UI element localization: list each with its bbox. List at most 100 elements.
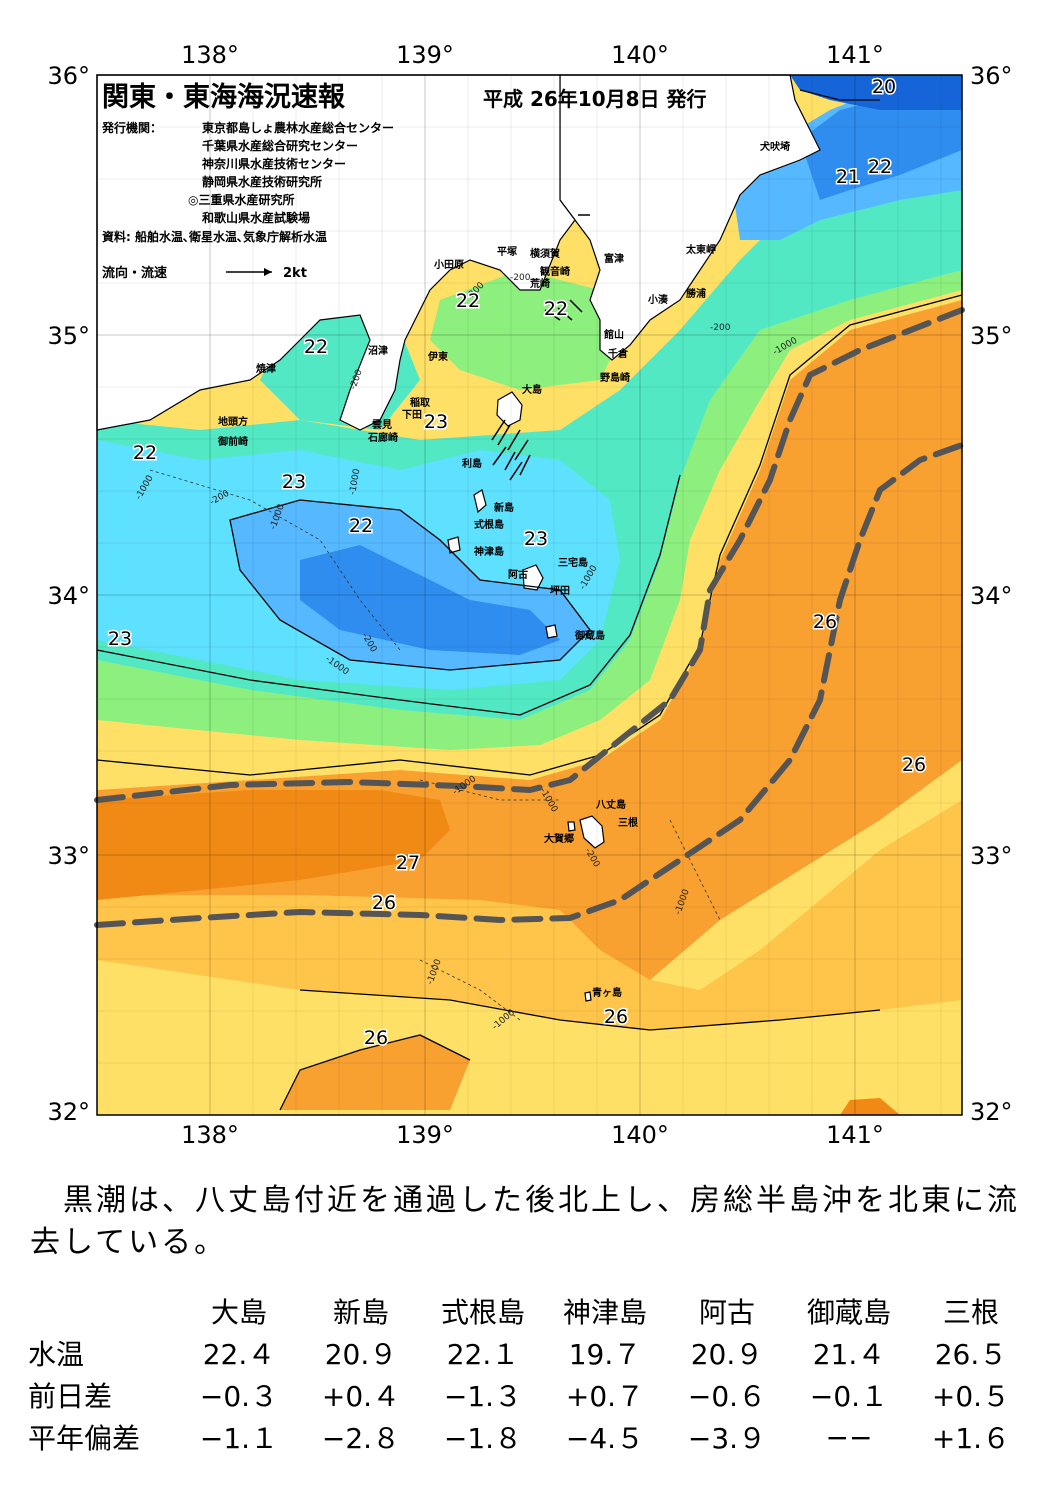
- place-label: 小田原: [433, 258, 464, 271]
- lon-tick-138-bottom: 138°: [181, 1121, 239, 1149]
- place-label: 地頭方: [218, 415, 248, 428]
- table-cell: 26.５: [934, 1338, 1008, 1371]
- column-header: 阿古: [698, 1296, 755, 1329]
- issuer-list: 東京都島しょ農林水産総合センター 千葉県水産総合研究センター 神奈川県水産技術セ…: [188, 120, 394, 225]
- kuroshio-axis: [94, 307, 965, 928]
- place-label: 坪田: [550, 584, 570, 597]
- place-label: 三宅島: [558, 556, 588, 569]
- table-row: 水温 22.４ 20.９ 22.１ 19.７ 20.９ 21.４ 26.５: [28, 1332, 1032, 1374]
- lon-tick-139-top: 139°: [396, 41, 454, 69]
- table-cell: −1.８: [443, 1422, 523, 1455]
- lon-tick-140-bottom: 140°: [611, 1121, 669, 1149]
- legend-speed: 2kt: [283, 266, 307, 281]
- place-label: 勝浦: [686, 287, 706, 300]
- row-label: 前日差: [28, 1380, 113, 1413]
- place-label: 横須賀: [530, 247, 560, 260]
- temp-label: 23: [282, 471, 306, 493]
- lat-labels-right: 36° 35° 34° 33° 32°: [970, 62, 1013, 1126]
- temp-label: 22: [456, 290, 480, 312]
- table-cell: −4.５: [565, 1422, 645, 1455]
- temp-label: 26: [372, 892, 396, 914]
- table-cell: −0.３: [199, 1380, 279, 1413]
- lon-tick-141-bottom: 141°: [826, 1121, 884, 1149]
- lon-labels-bottom: 138° 139° 140° 141°: [181, 1121, 884, 1149]
- place-label: 小湊: [647, 293, 669, 306]
- depth-label: -200: [510, 273, 531, 283]
- lat-tick-35-right: 35°: [970, 322, 1013, 350]
- map-frame: [96, 74, 963, 1116]
- temp-label: 22: [133, 442, 157, 464]
- temp-label: 20: [872, 76, 896, 98]
- lon-tick-140-top: 140°: [611, 41, 669, 69]
- temp-label: 27: [396, 852, 420, 874]
- place-label: 館山: [603, 328, 624, 341]
- column-header: 新島: [332, 1296, 389, 1329]
- temp-label: 26: [364, 1027, 388, 1049]
- issuer-item: 東京都島しょ農林水産総合センター: [202, 120, 394, 135]
- issuer-item: 和歌山県水産試験場: [201, 210, 310, 225]
- column-header: 神津島: [562, 1296, 647, 1329]
- table-cell: 21.４: [812, 1338, 886, 1371]
- table-cell: −0.１: [809, 1380, 889, 1413]
- issuer-label: 発行機関：: [101, 120, 162, 135]
- current-arrows: [491, 214, 590, 481]
- place-label: 御前崎: [217, 435, 248, 448]
- place-label: 千倉: [608, 347, 629, 360]
- place-label: 焼津: [256, 362, 276, 375]
- place-label: 利島: [462, 457, 482, 470]
- place-label: 石廊崎: [367, 431, 398, 444]
- row-label: 平年偏差: [28, 1422, 141, 1455]
- issue-date: 平成 26年10月8日 発行: [483, 87, 707, 111]
- table-cell: 20.９: [690, 1338, 764, 1371]
- place-label: 沼津: [368, 344, 388, 357]
- temp-label: 21: [836, 166, 860, 188]
- place-label: 稲取: [410, 396, 431, 409]
- lat-tick-36-right: 36°: [970, 62, 1013, 90]
- lon-tick-141-top: 141°: [826, 41, 884, 69]
- place-label: 雲見: [372, 419, 392, 431]
- lat-tick-33-left: 33°: [47, 842, 90, 870]
- place-label: 青ヶ島: [592, 986, 622, 999]
- grid-lines: [97, 75, 962, 1115]
- legend-arrow-head: [264, 268, 272, 276]
- table-cell: −−: [825, 1420, 873, 1454]
- lat-labels-left: 36° 35° 34° 33° 32°: [47, 62, 90, 1126]
- table-corner: [28, 1290, 178, 1332]
- column-header: 御蔵島: [806, 1296, 891, 1329]
- temp-label: 22: [349, 515, 373, 537]
- place-labels: 犬吠埼 太東岬 勝浦 小湊 富津 観音崎 横須賀 平塚 小田原 荒崎 館山 千倉…: [217, 140, 790, 999]
- temperature-labels: 20 21 22 22 22 22 23 22 23 22 23 23 26 2…: [106, 75, 927, 1051]
- legend-label: 流向・流速: [102, 265, 167, 281]
- depth-contours: [149, 469, 721, 1021]
- place-label: 下田: [402, 409, 422, 421]
- column-header: 大島: [210, 1296, 267, 1329]
- table-cell: 22.１: [446, 1338, 520, 1371]
- place-label: 八丈島: [595, 798, 626, 811]
- row-label: 水温: [28, 1338, 85, 1371]
- place-label: 御蔵島: [574, 629, 605, 642]
- column-header: 三根: [942, 1296, 999, 1329]
- depth-label: -200: [710, 323, 731, 333]
- place-label: 荒崎: [529, 277, 550, 290]
- table-cell: −2.８: [321, 1422, 401, 1455]
- table-cell: +0.４: [321, 1380, 401, 1413]
- depth-label: -1000: [348, 468, 362, 496]
- table-cell: −3.９: [687, 1422, 767, 1455]
- lat-tick-36-left: 36°: [47, 62, 90, 90]
- temp-label: 22: [544, 298, 568, 320]
- lat-tick-32-left: 32°: [47, 1098, 90, 1126]
- temp-label: 22: [304, 336, 328, 358]
- place-label: 大島: [522, 383, 542, 396]
- table-cell: −1.１: [199, 1422, 279, 1455]
- table-row: 平年偏差 −1.１ −2.８ −1.８ −4.５ −3.９ −− +1.６: [28, 1416, 1032, 1458]
- place-label: 平塚: [497, 245, 517, 258]
- lon-labels-top: 138° 139° 140° 141°: [181, 41, 884, 69]
- place-label: 犬吠埼: [760, 140, 790, 153]
- table-cell: −0.６: [687, 1380, 767, 1413]
- lat-tick-33-right: 33°: [970, 842, 1013, 870]
- place-label: 神津島: [474, 545, 504, 558]
- place-label: 観音崎: [540, 265, 570, 278]
- temp-label: 22: [868, 156, 892, 178]
- land: [96, 74, 821, 1002]
- place-label: 伊東: [427, 350, 448, 363]
